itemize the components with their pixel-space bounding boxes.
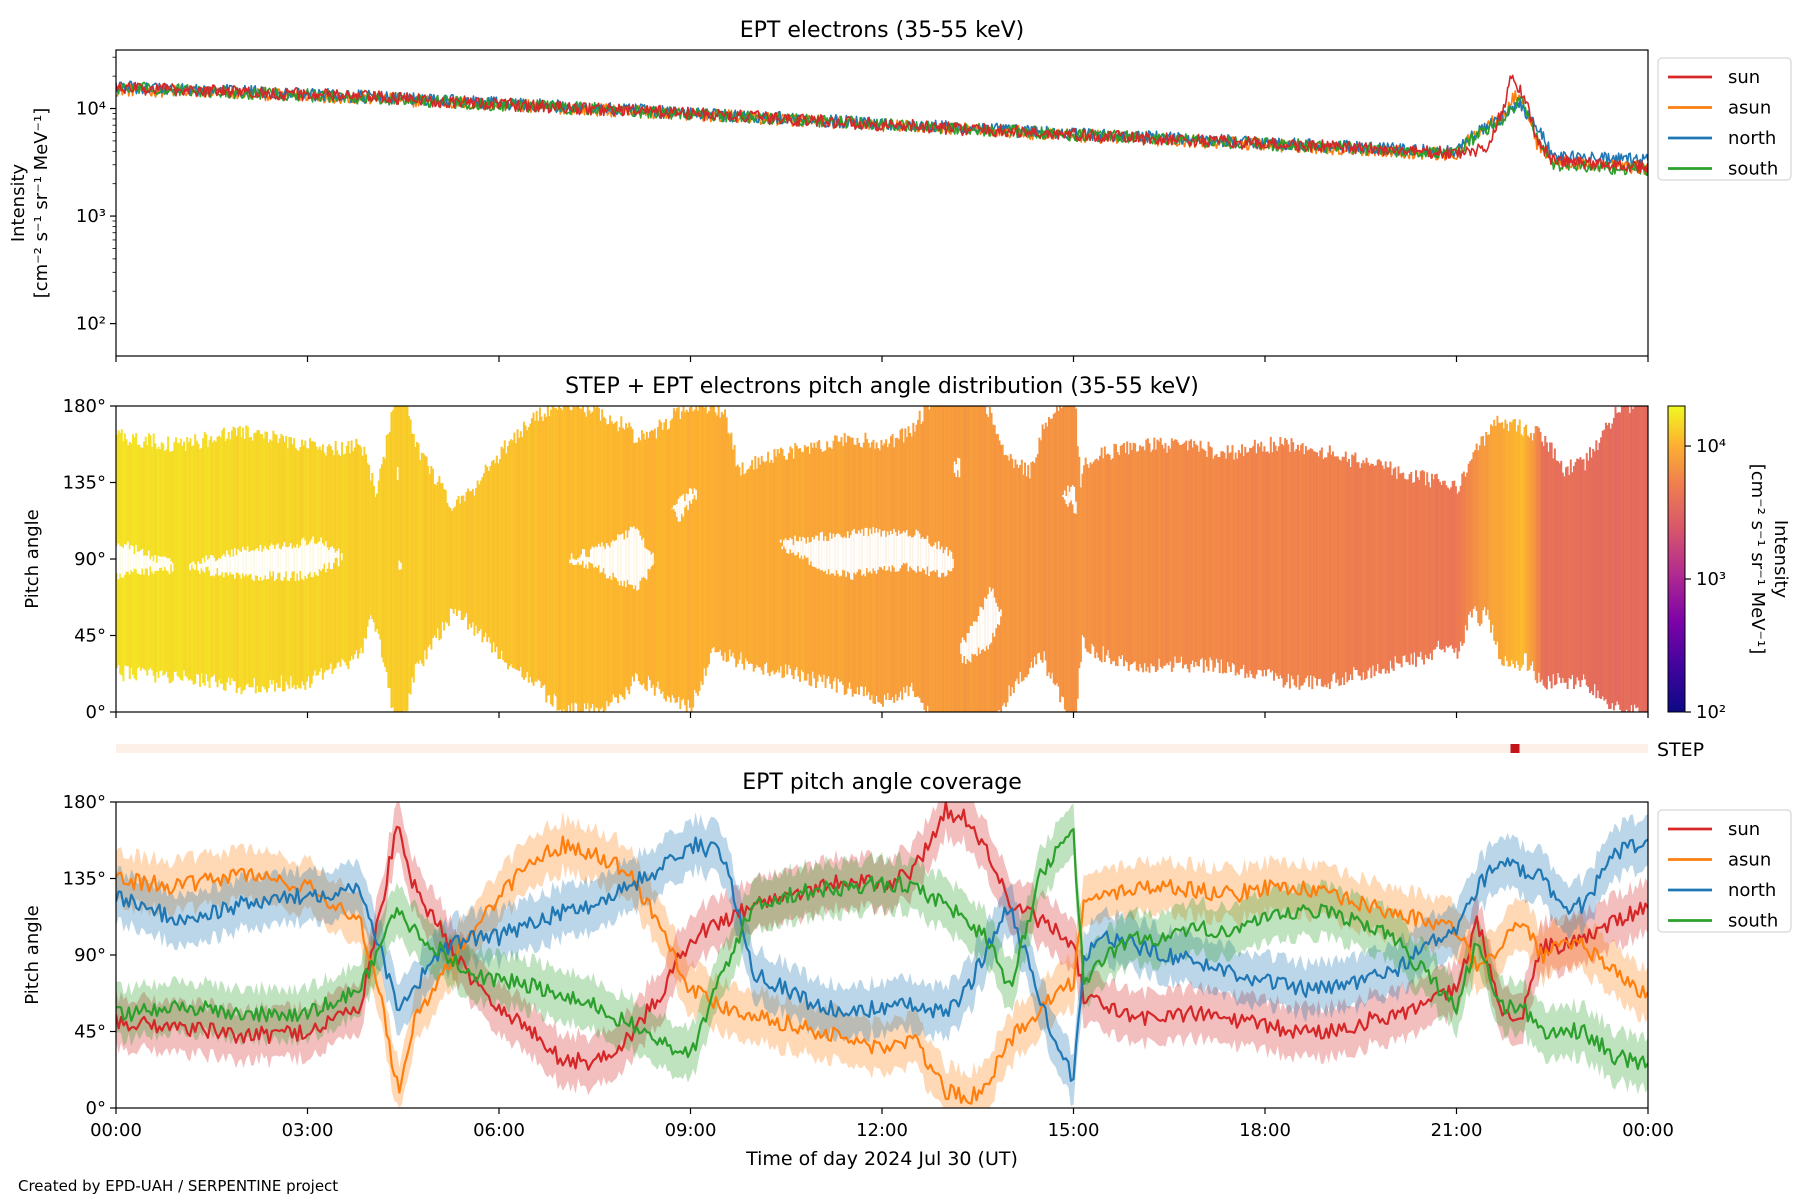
y-tick-label: 90°	[74, 945, 106, 966]
y-tick-label: 10²	[76, 314, 106, 335]
x-tick-label: 00:00	[90, 1120, 142, 1141]
pad-x-ticks	[116, 712, 1648, 718]
intensity-y-label: Intensity	[8, 163, 29, 242]
legend-label-sun: sun	[1728, 819, 1760, 840]
y-tick-label: 10⁴	[76, 99, 106, 120]
step-strip-panel: STEP	[116, 739, 1704, 761]
intensity-y-ticks: 10² 10³ 10⁴	[76, 57, 116, 334]
y-tick-label: 135°	[63, 869, 106, 890]
pad-panel-title: STEP + EPT electrons pitch angle distrib…	[565, 374, 1199, 399]
intensity-series-group	[116, 75, 1648, 175]
y-tick-label: 180°	[63, 792, 106, 813]
y-tick-label: 45°	[74, 626, 106, 647]
y-tick-label: 0°	[86, 1098, 106, 1119]
intensity-panel: EPT electrons (35-55 keV) 10² 10³ 10⁴ Inte…	[8, 18, 1791, 362]
coverage-y-label: Pitch angle	[22, 905, 43, 1004]
y-tick-label: 90°	[74, 549, 106, 570]
legend-label-south: south	[1728, 159, 1778, 180]
footer-credit: Created by EPD-UAH / SERPENTINE project	[18, 1177, 338, 1195]
intensity-panel-title: EPT electrons (35-55 keV)	[740, 18, 1025, 43]
x-tick-label: 12:00	[856, 1120, 908, 1141]
x-tick-label: 15:00	[1048, 1120, 1100, 1141]
pad-y-label: Pitch angle	[22, 509, 43, 608]
step-marker	[1511, 744, 1520, 753]
step-strip	[116, 744, 1648, 753]
intensity-x-ticks	[116, 356, 1648, 362]
y-tick-label: 45°	[74, 1022, 106, 1043]
x-tick-label: 09:00	[665, 1120, 717, 1141]
x-tick-label: 18:00	[1239, 1120, 1291, 1141]
x-tick-label: 06:00	[473, 1120, 525, 1141]
intensity-y-units: [cm⁻² s⁻¹ sr⁻¹ MeV⁻¹]	[31, 108, 52, 299]
x-tick-label: 00:00	[1622, 1120, 1674, 1141]
colorbar-tick-label: 10²	[1696, 702, 1726, 723]
legend-label-asun: asun	[1728, 850, 1771, 871]
intensity-legend: sun asun north south	[1658, 58, 1791, 180]
x-tick-label: 03:00	[282, 1120, 334, 1141]
coverage-series-group	[116, 802, 1648, 1108]
legend-label-south: south	[1728, 911, 1778, 932]
legend-label-north: north	[1728, 880, 1776, 901]
colorbar-tick-label: 10⁴	[1696, 436, 1726, 457]
coverage-legend: sun asun north south	[1658, 810, 1791, 932]
coverage-panel: EPT pitch angle coverage 0° 45° 90° 135° 180…	[22, 770, 1791, 1170]
pad-y-ticks: 0° 45° 90° 135° 180°	[63, 396, 116, 723]
y-tick-label: 135°	[63, 473, 106, 494]
legend-label-north: north	[1728, 128, 1776, 149]
y-tick-label: 0°	[86, 702, 106, 723]
coverage-x-label: Time of day 2024 Jul 30 (UT)	[745, 1148, 1018, 1170]
coverage-y-ticks: 0° 45° 90° 135° 180°	[63, 792, 116, 1119]
colorbar-units: [cm⁻² s⁻¹ sr⁻¹ MeV⁻¹]	[1747, 464, 1768, 655]
legend-label-asun: asun	[1728, 98, 1771, 119]
pad-heatmap	[116, 406, 1650, 712]
pad-panel: STEP + EPT electrons pitch angle distrib…	[22, 374, 1791, 723]
colorbar-tick-label: 10³	[1696, 569, 1726, 590]
step-label: STEP	[1657, 739, 1704, 761]
coverage-x-ticks: 00:00 03:00 06:00 09:00 12:00 15:00 18:00 21:00…	[90, 1108, 1674, 1141]
colorbar-ticks: 10² 10³ 10⁴	[1685, 436, 1726, 723]
coverage-panel-title: EPT pitch angle coverage	[742, 770, 1022, 795]
x-tick-label: 21:00	[1431, 1120, 1483, 1141]
y-tick-label: 10³	[76, 206, 106, 227]
legend-label-sun: sun	[1728, 67, 1760, 88]
colorbar	[1668, 406, 1685, 712]
y-tick-label: 180°	[63, 396, 106, 417]
colorbar-label: Intensity	[1770, 520, 1791, 599]
